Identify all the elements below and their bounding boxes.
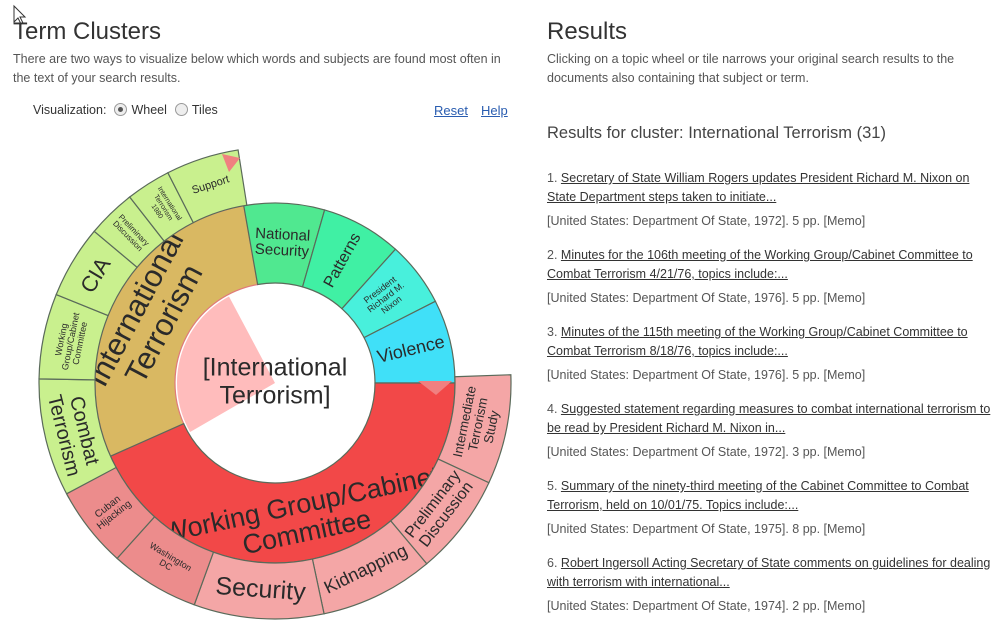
help-link[interactable]: Help [481,103,508,118]
result-link[interactable]: Secretary of State William Rogers update… [547,171,970,204]
pointer [418,381,452,395]
result-link[interactable]: Minutes of the 115th meeting of the Work… [547,325,968,358]
result-link[interactable]: Robert Ingersoll Acting Secretary of Sta… [547,556,991,589]
result-number: 1. [547,171,558,185]
segment-label-line: Security [215,572,308,606]
result-citation: [United States: Department Of State, 197… [547,214,866,228]
visualization-row: Visualization: Wheel Tiles [33,103,218,117]
result-citation: [United States: Department Of State, 197… [547,599,866,613]
cursor [13,4,27,25]
result-link-row: 1. Secretary of State William Rogers upd… [547,169,996,207]
segment-label-line: National [255,225,311,245]
result-link[interactable]: Summary of the ninety-third meeting of t… [547,479,969,512]
option[interactable]: Tiles [191,103,218,117]
result-citation: [United States: Department Of State, 197… [547,522,866,536]
center-label: Terrorism] [219,382,330,410]
results-title: Results [547,18,628,45]
result-item: 4. Suggested statement regarding measure… [547,400,996,462]
cluster-heading: Results for cluster: International Terro… [547,124,886,142]
result-item: 3. Minutes of the 115th meeting of the W… [547,323,996,385]
results-description: Clicking on a topic wheel or tile narrow… [547,52,955,85]
panel-title: Term Clusters [13,18,162,45]
center-label: [International [203,354,348,382]
result-number: 4. [547,402,558,416]
label: Visualization: [33,103,107,117]
reset-link[interactable]: Reset [434,103,468,118]
result-number: 5. [547,479,558,493]
center-highlight [177,296,275,432]
result-number: 3. [547,325,558,339]
result-citation: [United States: Department Of State, 197… [547,291,866,305]
pointer [222,154,240,172]
wheel-segment[interactable] [167,149,248,224]
segment-label-line: Security [254,241,309,261]
result-citation: [United States: Department Of State, 197… [547,368,866,382]
segment-label-line: Study [480,409,501,445]
result-number: 2. [547,248,558,262]
result-link-row: 2. Minutes for the 106th meeting of the … [547,246,996,284]
segment-label: Security [215,572,308,606]
option[interactable]: Wheel [131,103,167,117]
radio[interactable] [174,103,188,116]
result-number: 6. [547,556,558,570]
result-citation: [United States: Department Of State, 197… [547,445,866,459]
result-link-row: 6. Robert Ingersoll Acting Secretary of … [547,554,996,592]
result-item: 1. Secretary of State William Rogers upd… [547,169,996,231]
result-link-row: 4. Suggested statement regarding measure… [547,400,996,438]
result-link[interactable]: Suggested statement regarding measures t… [547,402,991,435]
radio[interactable] [114,103,128,116]
result-link-row: 3. Minutes of the 115th meeting of the W… [547,323,996,361]
result-item: 2. Minutes for the 106th meeting of the … [547,246,996,308]
result-item: 5. Summary of the ninety-third meeting o… [547,477,996,539]
result-link-row: 5. Summary of the ninety-third meeting o… [547,477,996,515]
result-item: 6. Robert Ingersoll Acting Secretary of … [547,554,996,616]
description: There are two ways to visualize below wh… [13,52,501,85]
result-link[interactable]: Minutes for the 106th meeting of the Wor… [547,248,973,281]
wheel-segment[interactable] [65,466,156,560]
